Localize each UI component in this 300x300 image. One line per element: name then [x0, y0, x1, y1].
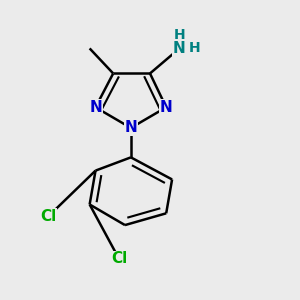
Text: H: H	[188, 41, 200, 56]
Text: H: H	[174, 28, 185, 42]
Text: N: N	[89, 100, 102, 115]
Text: N: N	[160, 100, 172, 115]
Text: Cl: Cl	[111, 251, 127, 266]
Text: N: N	[124, 120, 137, 135]
Text: N: N	[173, 41, 186, 56]
Text: Cl: Cl	[40, 209, 56, 224]
